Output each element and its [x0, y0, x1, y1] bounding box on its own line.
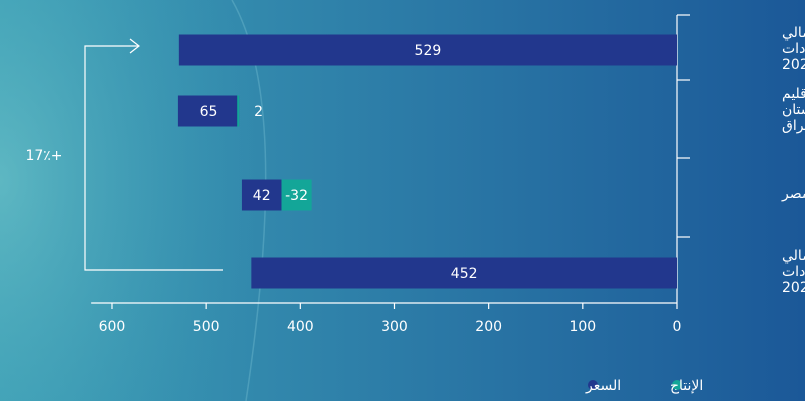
x-tick-label: 300 — [381, 319, 408, 335]
arrow-head-icon — [129, 38, 140, 54]
category-label-line: 2021 — [782, 280, 805, 296]
x-tick-label: 100 — [569, 319, 596, 335]
legend-price-label: السعر — [585, 378, 621, 394]
background-arc — [231, 0, 267, 401]
axis-group: 0 100 200 300 400 500 600 — [91, 14, 690, 335]
bar-production-label: -32 — [285, 188, 308, 204]
bar-total-label: 529 — [415, 43, 442, 59]
category-label-line: كردستان — [782, 102, 805, 118]
category-label-line: الإيرادات — [782, 264, 805, 280]
category-label-line: إقليم — [782, 86, 805, 102]
x-tick-label: 600 — [99, 319, 126, 335]
growth-annotation: +17٪ — [25, 148, 62, 164]
category-labels: إجماليالإيرادات2022إقليمكردستانالعراقمصر… — [781, 25, 805, 296]
bar-price — [241, 179, 282, 211]
legend-price-swatch — [588, 380, 598, 390]
bar-production — [281, 179, 312, 211]
legend: الإنتاج السعر — [585, 378, 703, 394]
bar-total-label: 452 — [451, 266, 478, 282]
bar-production — [237, 95, 240, 127]
x-tick-label: 500 — [193, 319, 220, 335]
bar-price-label: 42 — [253, 188, 271, 204]
bracket-line — [84, 45, 223, 271]
bar-price-label: 65 — [200, 104, 218, 120]
category-label-line: إجمالي — [782, 248, 805, 264]
legend-production-swatch — [672, 380, 682, 390]
bar-total — [251, 257, 677, 289]
category-label-line: 2022 — [782, 57, 805, 73]
category-label-line: الإيرادات — [782, 41, 805, 57]
category-label-line: مصر — [781, 186, 805, 202]
growth-bracket — [84, 38, 223, 271]
bar-total — [178, 34, 677, 66]
x-tick-label: 200 — [475, 319, 502, 335]
x-tick-label: 0 — [673, 319, 682, 335]
category-label-line: إجمالي — [782, 25, 805, 41]
bars-group: 529 65 2 42 -32 452 — [177, 34, 677, 289]
bar-production-label: 2 — [254, 104, 263, 120]
legend-production-label: الإنتاج — [670, 378, 703, 394]
bar-price — [177, 95, 240, 127]
x-tick-label: 400 — [287, 319, 314, 335]
category-label-line: العراق — [782, 118, 805, 134]
